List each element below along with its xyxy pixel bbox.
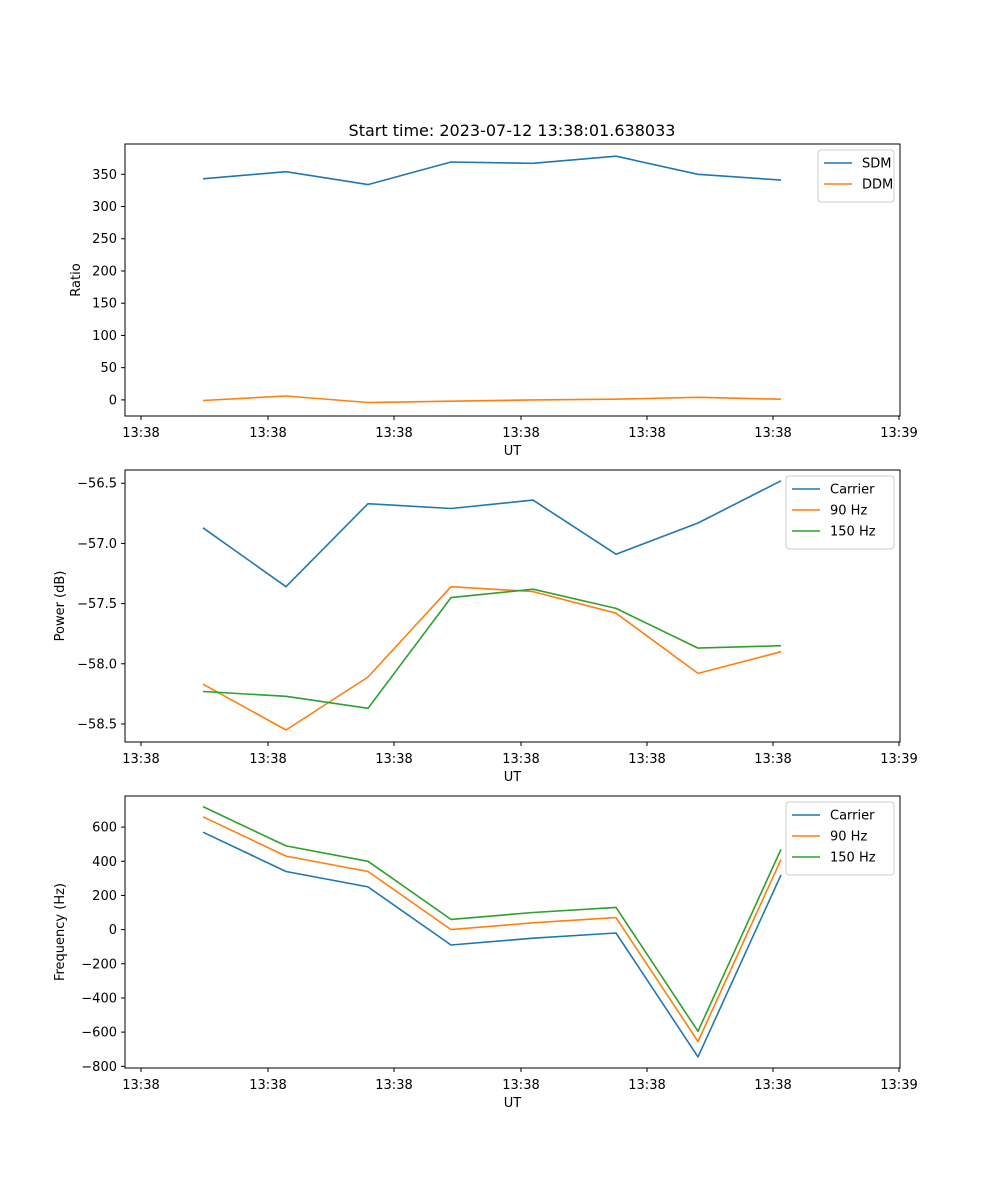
power-x-tick-label: 13:38 xyxy=(502,752,539,767)
power-axes-frame xyxy=(124,469,901,743)
frequency-y-tick-label: 200 xyxy=(92,889,117,904)
ratio-legend-label-sdm: SDM xyxy=(862,157,891,172)
power-series-90-hz-line xyxy=(202,585,782,731)
frequency-y-axis-label: Frequency (Hz) xyxy=(53,883,68,981)
frequency-legend-label-carrier: Carrier xyxy=(830,809,875,824)
power-legend-label-carrier: Carrier xyxy=(830,483,875,498)
ratio-x-tick-label: 13:38 xyxy=(249,426,286,441)
power-legend-label-150-hz: 150 Hz xyxy=(830,525,876,540)
power-series-carrier-line xyxy=(202,480,782,588)
frequency-axes-frame xyxy=(124,795,901,1069)
frequency-y-tick-label: −400 xyxy=(81,991,117,1006)
frequency-x-tick-label: 13:38 xyxy=(249,1078,286,1093)
ratio-y-tick-label: 50 xyxy=(100,361,117,376)
power-y-tick-label: −58.0 xyxy=(77,657,117,672)
ratio-x-tick-label: 13:38 xyxy=(375,426,412,441)
power-x-axis-label: UT xyxy=(504,770,522,785)
frequency-x-tick-label: 13:38 xyxy=(375,1078,412,1093)
frequency-x-tick-label: 13:39 xyxy=(880,1078,917,1093)
power-x-tick-label: 13:38 xyxy=(375,752,412,767)
frequency-series-150-hz-line xyxy=(202,805,782,1033)
power-panel: −58.5 −58.0 −57.5 −57.0 −56.5 13:38 13:38 13:38… xyxy=(53,469,918,785)
frequency-x-tick-label: 13:38 xyxy=(628,1078,665,1093)
ratio-x-tick-label: 13:38 xyxy=(502,426,539,441)
power-legend-label-90-hz: 90 Hz xyxy=(830,504,867,519)
ratio-series-sdm-line xyxy=(202,155,782,186)
ratio-y-axis-label: Ratio xyxy=(69,263,84,296)
ratio-y-tick-label: 0 xyxy=(109,393,117,408)
frequency-y-tick-label: 400 xyxy=(92,855,117,870)
power-y-axis-label: Power (dB) xyxy=(53,571,68,642)
frequency-series-90-hz-line xyxy=(202,816,782,1043)
power-x-tick-label: 13:38 xyxy=(628,752,665,767)
power-y-tick-label: −56.5 xyxy=(77,477,117,492)
figure-title: Start time: 2023-07-12 13:38:01.638033 xyxy=(349,121,676,140)
frequency-y-tick-label: 600 xyxy=(92,821,117,836)
frequency-x-tick-label: 13:38 xyxy=(502,1078,539,1093)
power-series-150-hz-line xyxy=(202,588,782,710)
ratio-y-tick-label: 350 xyxy=(92,168,117,183)
ratio-y-tick-label: 200 xyxy=(92,264,117,279)
power-x-tick-label: 13:38 xyxy=(122,752,159,767)
ratio-x-tick-label: 13:38 xyxy=(628,426,665,441)
power-y-tick-label: −57.5 xyxy=(77,597,117,612)
ratio-x-axis-label: UT xyxy=(504,444,522,459)
frequency-x-tick-label: 13:38 xyxy=(122,1078,159,1093)
ratio-y-tick-label: 300 xyxy=(92,200,117,215)
frequency-x-tick-label: 13:38 xyxy=(754,1078,791,1093)
ratio-x-tick-label: 13:39 xyxy=(880,426,917,441)
power-y-tick-label: −57.0 xyxy=(77,537,117,552)
ratio-axes-frame xyxy=(124,143,901,417)
power-x-tick-label: 13:38 xyxy=(249,752,286,767)
frequency-y-tick-label: −800 xyxy=(81,1060,117,1075)
ratio-panel: 0 50 100 150 200 250 300 350 13:38 13:38 13:38 13:3… xyxy=(69,143,918,459)
frequency-series-carrier-line xyxy=(202,831,782,1058)
power-x-tick-label: 13:38 xyxy=(754,752,791,767)
frequency-legend-label-150-hz: 150 Hz xyxy=(830,851,876,866)
frequency-y-tick-label: −600 xyxy=(81,1026,117,1041)
ratio-x-tick-label: 13:38 xyxy=(754,426,791,441)
ratio-legend-label-ddm: DDM xyxy=(862,178,893,193)
ratio-y-tick-label: 250 xyxy=(92,232,117,247)
frequency-legend: Carrier 90 Hz 150 Hz xyxy=(785,801,895,876)
ratio-y-tick-label: 100 xyxy=(92,329,117,344)
ratio-x-tick-label: 13:38 xyxy=(122,426,159,441)
power-x-tick-label: 13:39 xyxy=(880,752,917,767)
frequency-legend-label-90-hz: 90 Hz xyxy=(830,830,867,845)
ratio-y-tick-label: 150 xyxy=(92,297,117,312)
power-legend: Carrier 90 Hz 150 Hz xyxy=(785,475,895,550)
frequency-y-tick-label: 0 xyxy=(109,923,117,938)
frequency-x-axis-label: UT xyxy=(504,1096,522,1111)
ratio-series-ddm-line xyxy=(202,395,782,404)
power-y-tick-label: −58.5 xyxy=(77,717,117,732)
frequency-panel: −800 −600 −400 −200 0 200 400 600 13:38 13:38 13:3… xyxy=(53,795,918,1111)
frequency-y-tick-label: −200 xyxy=(81,957,117,972)
ratio-legend: SDM DDM xyxy=(817,149,895,203)
